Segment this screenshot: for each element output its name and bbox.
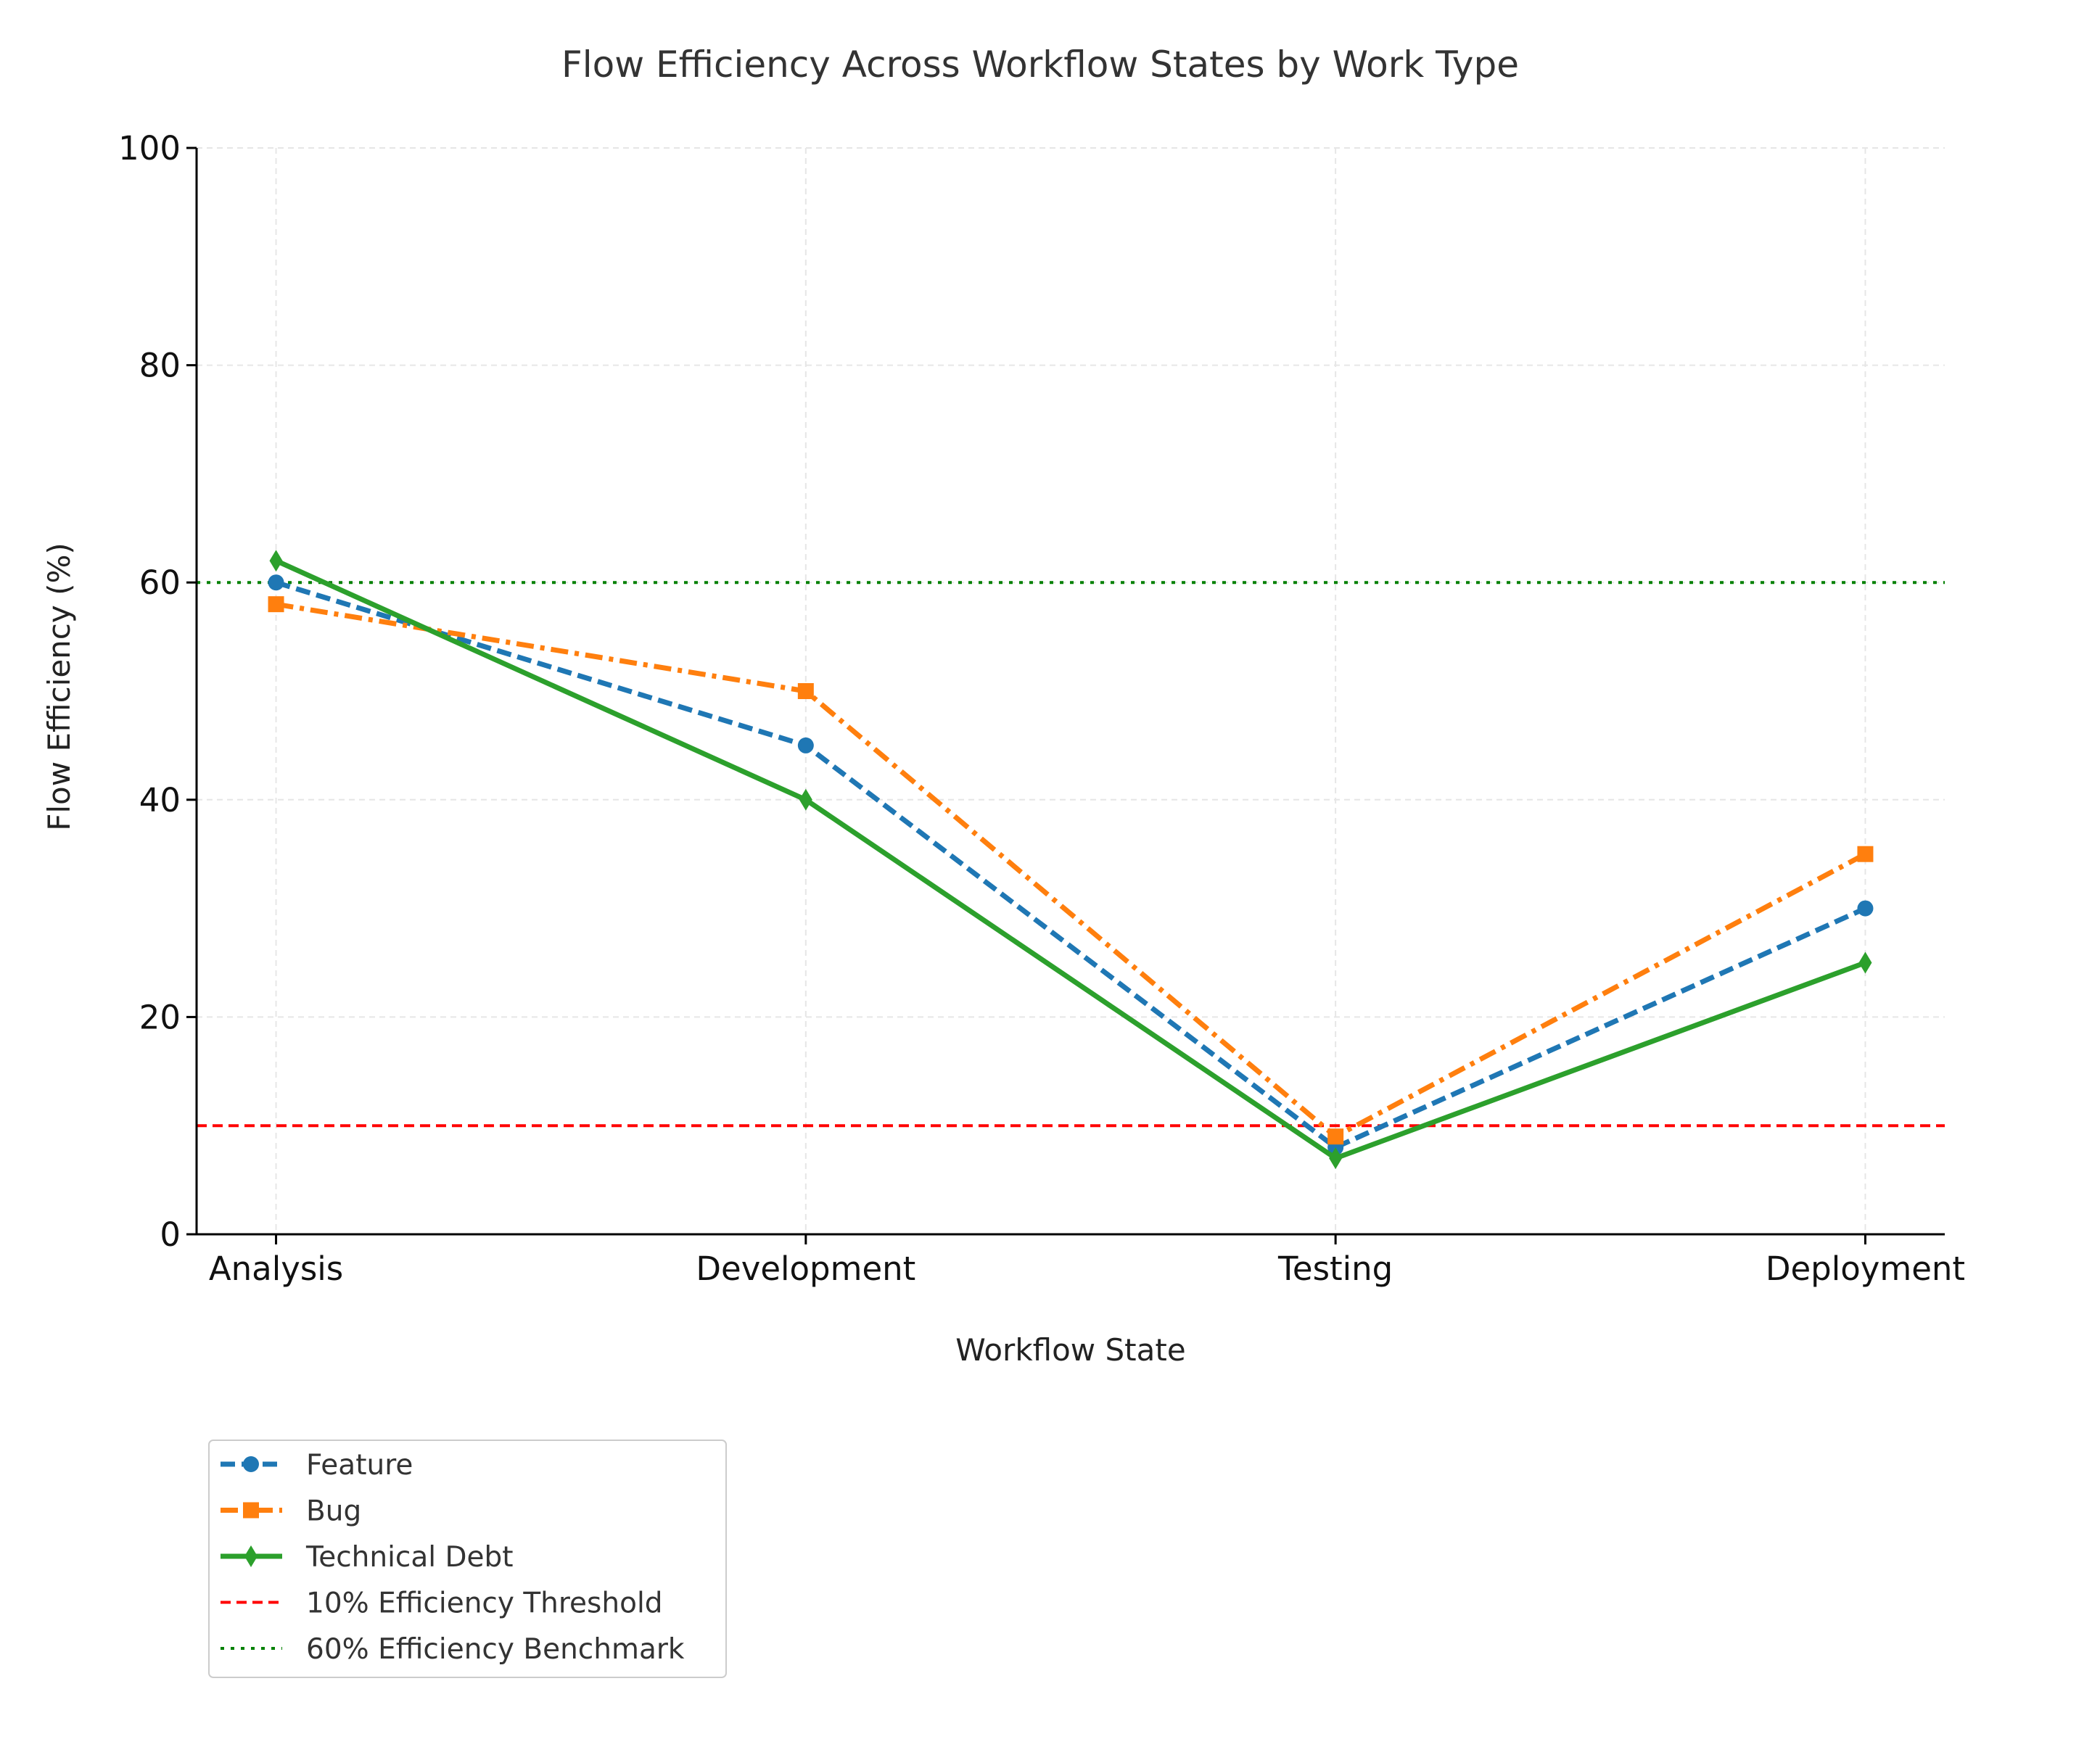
y-tick-label: 80 (139, 347, 181, 385)
marker-circle (243, 1456, 259, 1472)
marker-circle (1857, 900, 1874, 917)
series-line (275, 579, 1866, 1150)
marker-circle (797, 737, 814, 753)
marker-square (1857, 846, 1874, 862)
x-tick-label: Testing (1277, 1250, 1393, 1288)
legend-label: Feature (306, 1449, 413, 1482)
y-axis-label: Flow Efficiency (%) (41, 542, 77, 831)
marker-square (268, 596, 284, 613)
legend-label: Bug (306, 1495, 361, 1528)
legend-label: Technical Debt (305, 1541, 514, 1574)
series-bug (268, 596, 1874, 1145)
series-line (275, 558, 1866, 1161)
marker-diamond (799, 788, 812, 811)
series-feature (268, 574, 1874, 1156)
y-tick-label: 0 (160, 1215, 181, 1254)
chart-title: Flow Efficiency Across Workflow States b… (561, 44, 1519, 86)
y-tick-label: 100 (118, 129, 181, 168)
marker-diamond (1858, 951, 1872, 974)
y-tick-label: 60 (139, 563, 181, 602)
marker-square (797, 683, 814, 699)
legend-entry: 10% Efficiency Threshold (221, 1587, 663, 1620)
grid (197, 147, 1945, 1235)
marker-circle (268, 574, 284, 591)
legend: Feature Bug Technical Debt 10% Efficiency T… (208, 1440, 727, 1678)
axes: 0 20 40 60 80 100 Analysis Development Testing De… (118, 129, 1965, 1288)
y-tick-label: 40 (139, 781, 181, 819)
marker-square (1327, 1128, 1344, 1145)
reference-lines (197, 581, 1945, 1128)
x-tick-label: Analysis (209, 1250, 343, 1288)
legend-label: 60% Efficiency Benchmark (306, 1633, 685, 1666)
marker-diamond (269, 550, 283, 572)
legend-entry: Technical Debt (221, 1541, 514, 1574)
x-tick-label: Deployment (1766, 1250, 1965, 1288)
legend-box (208, 1440, 727, 1678)
x-tick-label: Development (696, 1250, 915, 1288)
legend-entry: 60% Efficiency Benchmark (221, 1633, 685, 1666)
marker-square (243, 1502, 259, 1519)
series-line (275, 601, 1867, 1139)
marker-diamond (244, 1545, 258, 1567)
x-axis-label: Workflow State (955, 1332, 1185, 1368)
series-technical-debt (269, 550, 1872, 1170)
y-tick-label: 20 (139, 998, 181, 1036)
series-group (268, 550, 1874, 1170)
legend-label: 10% Efficiency Threshold (306, 1587, 663, 1620)
marker-diamond (1329, 1147, 1343, 1170)
legend-entry: Feature (221, 1449, 413, 1482)
legend-entry: Bug (221, 1495, 361, 1528)
